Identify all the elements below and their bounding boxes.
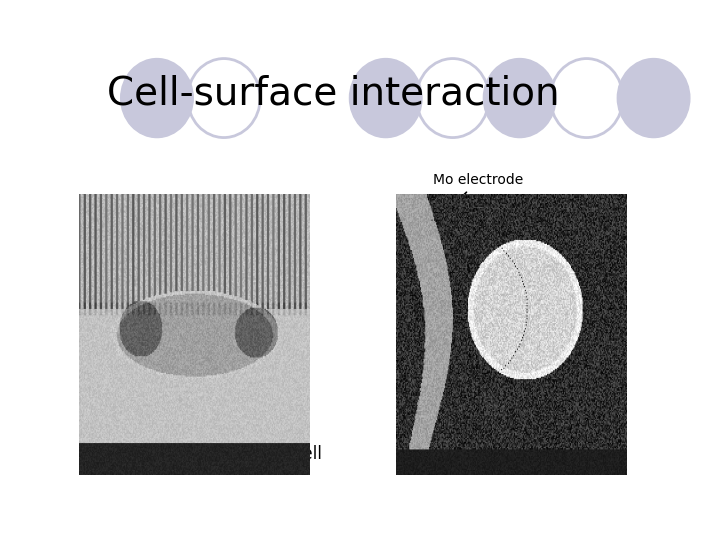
Ellipse shape	[349, 58, 422, 138]
Text: Craighead, Cornell: Craighead, Cornell	[168, 444, 322, 463]
Text: Mo electrode: Mo electrode	[433, 173, 523, 204]
Text: Cell-surface interaction: Cell-surface interaction	[107, 75, 559, 113]
Ellipse shape	[121, 58, 193, 138]
Ellipse shape	[617, 58, 690, 138]
Ellipse shape	[483, 58, 556, 138]
